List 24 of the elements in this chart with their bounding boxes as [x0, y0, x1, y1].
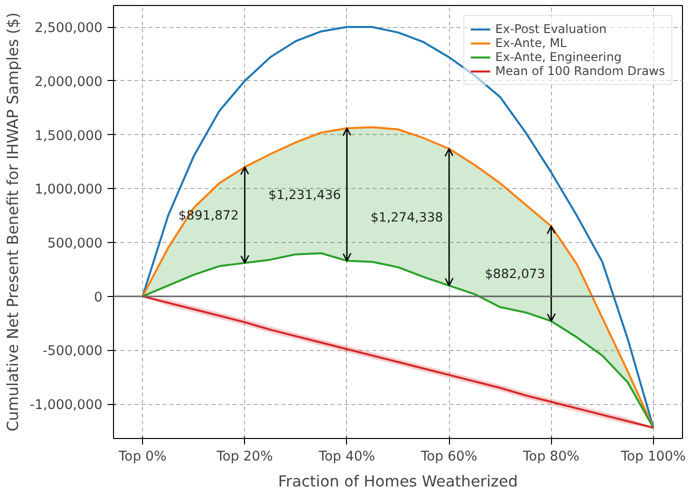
y-tick-label: 500,000	[47, 236, 103, 252]
annotation: $1,274,338	[370, 210, 444, 225]
x-tick-label: Top 0%	[118, 450, 167, 464]
y-tick-label: 0	[94, 290, 103, 306]
legend-label: Ex-Ante, Engineering	[495, 50, 622, 64]
y-tick-label: -1,000,000	[30, 398, 103, 414]
annotation: $1,231,436	[268, 187, 341, 202]
legend-label: Ex-Post Evaluation	[495, 22, 607, 36]
x-tick-label: Top 100%	[620, 450, 686, 464]
y-tick-label: 2,000,000	[34, 74, 103, 90]
y-tick-label: -500,000	[42, 344, 103, 360]
y-tick-label: 1,500,000	[34, 128, 103, 144]
x-tick-label: Top 60%	[420, 450, 478, 464]
x-tick-label: Top 40%	[318, 450, 376, 464]
annotation: $882,073	[484, 266, 546, 282]
x-axis-title: Fraction of Homes Weatherized	[278, 472, 518, 490]
x-tick-label: Top 20%	[216, 450, 273, 464]
legend-label: Mean of 100 Random Draws	[495, 64, 665, 78]
line-series	[142, 252, 654, 429]
y-tick-label: 2,500,000	[34, 21, 103, 36]
y-axis-title: Cumulative Net Present Benefit for IHWAP Samples ($)	[4, 12, 22, 432]
x-tick-label: Top 80%	[522, 450, 580, 464]
y-tick-label: 1,000,000	[34, 182, 103, 198]
legend-label: Ex-Ante, ML	[495, 36, 567, 50]
